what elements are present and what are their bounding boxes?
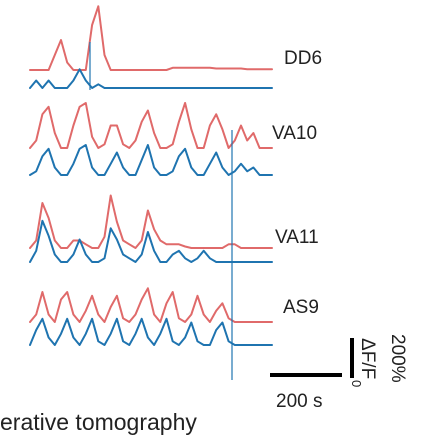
amplitude-scale-label: 200%	[387, 334, 408, 383]
trace-group	[29, 5, 273, 346]
figure-caption: erative tomography	[0, 409, 197, 435]
panel-label-as9: AS9	[283, 297, 319, 318]
panel-label-va11: VA11	[275, 227, 319, 248]
trace-va11-blue	[29, 219, 273, 263]
trace-dd6-blue	[29, 68, 273, 89]
panel-label-dd6: DD6	[284, 48, 322, 69]
trace-va10-blue	[29, 144, 273, 176]
trace-dd6-red	[29, 5, 273, 71]
time-scale-label: 200 s	[276, 391, 322, 412]
trace-va10-red	[29, 102, 273, 149]
amplitude-axis-label: ΔF/F	[357, 338, 378, 379]
trace-as9-red	[29, 287, 273, 323]
amplitude-axis-subscript: 0	[349, 380, 364, 387]
panel-label-va10: VA10	[272, 123, 317, 144]
